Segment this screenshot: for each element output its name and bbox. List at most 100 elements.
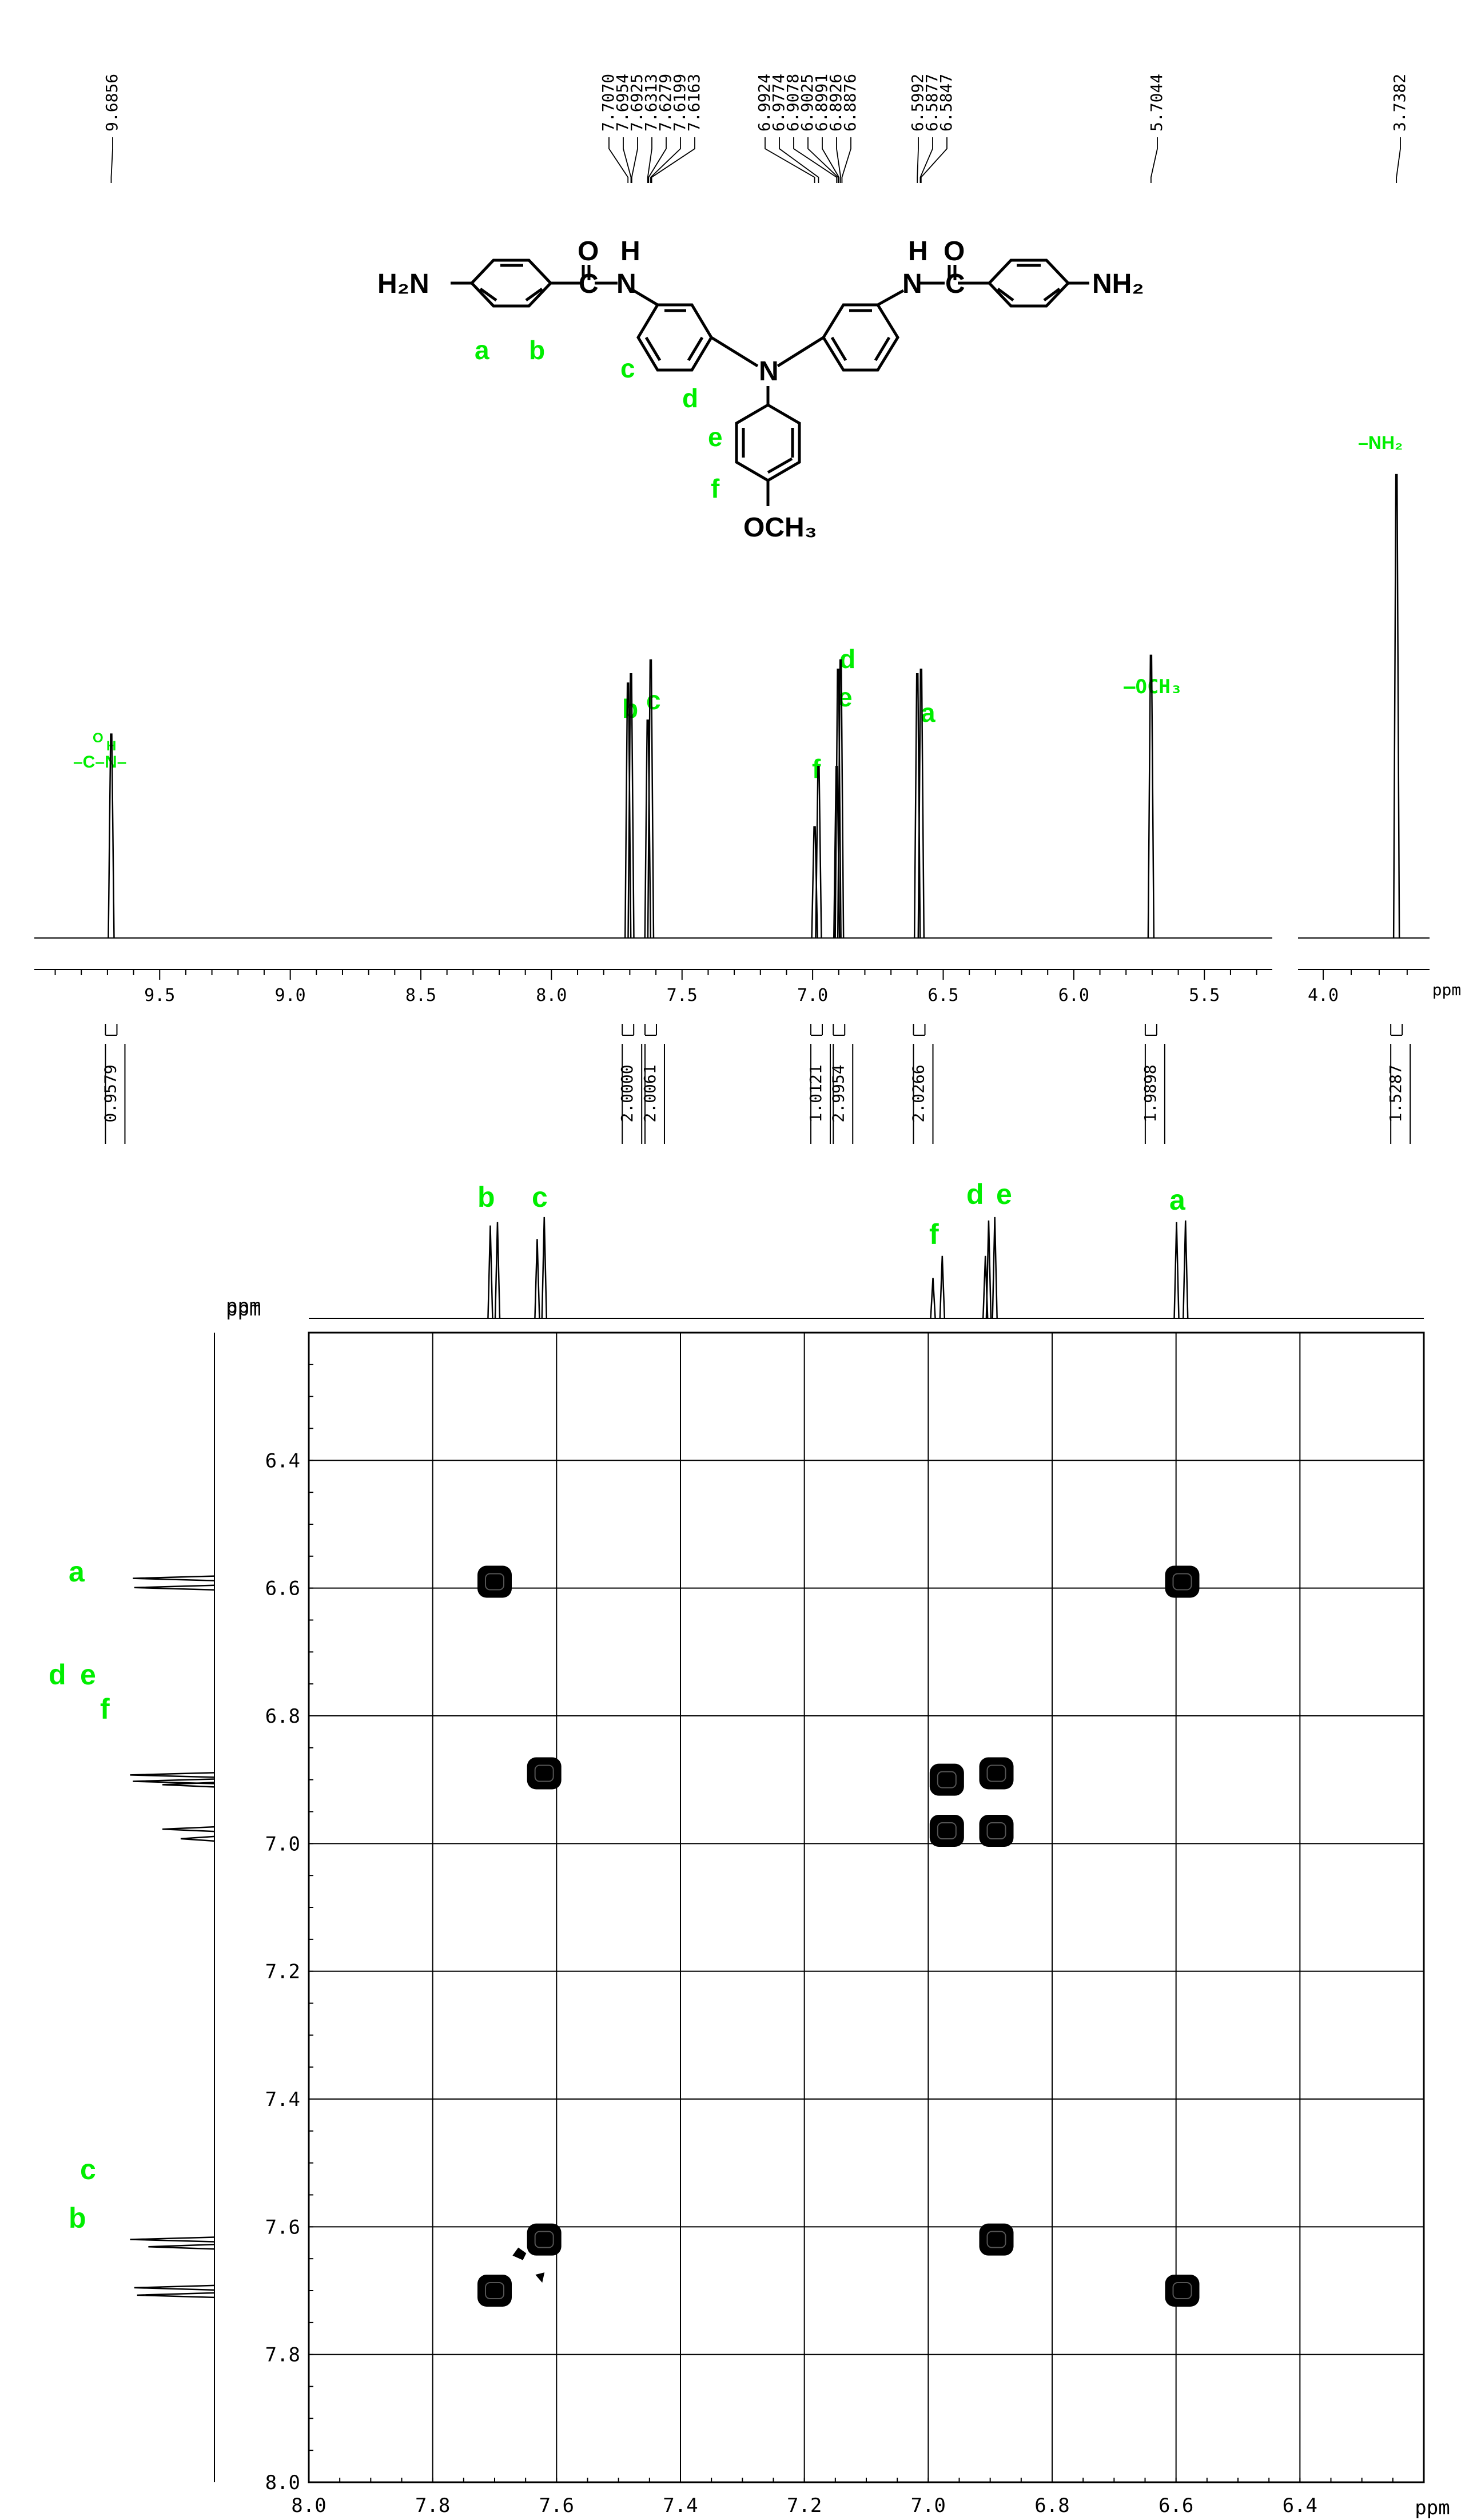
peak-annotation-d: d	[839, 644, 855, 674]
cosy-x-tick-label: 7.2	[787, 2494, 822, 2517]
amide-h-left: H	[620, 236, 640, 267]
cross-peak-10	[1165, 2275, 1200, 2307]
peak-shift-label: 6.9078	[783, 74, 802, 132]
axis-tick-label: 6.5	[927, 985, 958, 1005]
top-projection-label-e: e	[996, 1178, 1012, 1210]
cosy-frame	[308, 1331, 1425, 2483]
integral-value: 2.0000	[618, 1064, 636, 1122]
cross-peak-4	[979, 1757, 1014, 1790]
peak-label-leader	[779, 137, 819, 183]
integral-value: 0.9579	[101, 1064, 120, 1122]
cross-peak-7	[527, 2223, 562, 2256]
cross-peak-2	[527, 1757, 562, 1790]
peak-shift-label: 6.5877	[922, 74, 941, 132]
side-projection-label-c: c	[80, 2153, 96, 2185]
peak-shift-label: 6.8991	[812, 74, 831, 132]
axis-tick-label: 9.5	[144, 985, 175, 1005]
peak-label-leader	[608, 137, 629, 183]
left-amine-label: H₂N	[377, 269, 429, 299]
position-label-c: c	[620, 353, 635, 383]
spectrum-peak-6	[815, 766, 822, 939]
center-n-label: N	[759, 356, 779, 387]
axis-tick-label: 6.0	[1058, 985, 1089, 1005]
peak-annotation-c: c	[646, 685, 661, 715]
cross-peak-satellite	[512, 2247, 527, 2260]
top-projection-peak	[494, 1222, 501, 1319]
peak-label-leader	[623, 137, 632, 183]
side-projection-peak	[133, 1778, 215, 1784]
side-projection-peak	[130, 2236, 215, 2243]
axis-tick-label: 8.5	[405, 985, 436, 1005]
cross-peak-satellite	[535, 2272, 545, 2283]
peak-annotation-nh2: –NH₂	[1358, 432, 1403, 453]
axis-tick-label: 7.0	[797, 985, 828, 1005]
spectrum-annotations: O H –C–N– b c d e f a –OCH₃ –NH₂	[73, 432, 1403, 784]
side-projection-peak	[148, 2244, 215, 2250]
side-projection-peak	[180, 1835, 215, 1842]
side-projection-peak	[134, 1584, 215, 1591]
top-projection-peak	[939, 1255, 946, 1319]
axis-unit-label: ppm	[1432, 980, 1462, 999]
peak-annotation-a: a	[921, 698, 935, 728]
position-label-f: f	[711, 474, 720, 503]
cross-peak-contour	[1172, 2282, 1192, 2299]
position-label-e: e	[708, 422, 723, 452]
integral-value: 2.9954	[829, 1064, 847, 1122]
carbonyl-o-left: O	[578, 236, 599, 267]
cross-peak-0	[477, 1565, 512, 1598]
peak-label-leader	[651, 137, 695, 183]
top-projection-label-f: f	[929, 1218, 939, 1250]
peak-shift-label: 6.8926	[826, 74, 845, 132]
cosy-y-tick-label: 6.6	[265, 1577, 300, 1600]
cross-peak-contour	[534, 2231, 554, 2248]
peak-shift-label: 6.5992	[908, 74, 927, 132]
top-projection-peak	[534, 1239, 540, 1319]
top-projection-peak	[541, 1217, 548, 1319]
carbonyl-o-right: O	[943, 236, 965, 267]
cosy-x-tick-label: 6.4	[1283, 2494, 1317, 2517]
top-projection-peak	[1182, 1220, 1189, 1319]
integral-value: 1.0121	[806, 1064, 825, 1122]
amide-n-left: N	[616, 269, 636, 299]
cross-peak-3	[929, 1763, 964, 1796]
top-1h-spectrum	[34, 474, 1430, 939]
peak-shift-label: 7.6279	[656, 74, 675, 132]
peak-shift-label: 6.8876	[841, 74, 859, 132]
cosy-side-projection	[130, 1333, 215, 2482]
peak-shift-label: 9.6856	[102, 74, 121, 132]
cosy-x-tick-label: 7.4	[663, 2494, 698, 2517]
axis-tick-label: 9.0	[275, 985, 306, 1005]
peak-label-leader	[807, 137, 839, 183]
spectrum-peak-13	[1392, 474, 1400, 939]
cross-peak-contour	[1172, 1573, 1192, 1591]
peak-annotation-och3: –OCH₃	[1124, 675, 1182, 698]
integral-value: 1.9898	[1141, 1064, 1160, 1122]
methoxy-label: OCH₃	[743, 512, 817, 543]
cosy-y-tick-label: 7.4	[265, 2088, 300, 2111]
axis-tick-label: 5.5	[1189, 985, 1220, 1005]
cross-peak-contour	[986, 1822, 1006, 1839]
peak-shift-label: 7.6313	[642, 74, 660, 132]
cosy-y-tick-label: 7.8	[265, 2344, 300, 2367]
peak-shift-label: 6.9025	[798, 74, 817, 132]
cosy-x-tick-label: 6.8	[1034, 2494, 1069, 2517]
position-label-d: d	[682, 383, 698, 413]
peak-shift-label: 6.9924	[755, 74, 774, 132]
cosy-x-tick-label: 6.6	[1159, 2494, 1193, 2517]
top-projection-peak	[1173, 1222, 1180, 1319]
spectrum-peak-0	[108, 733, 115, 939]
spectrum-peak-4	[647, 659, 655, 939]
peak-shift-label: 6.5847	[937, 74, 956, 132]
peak-label-leader	[793, 137, 838, 183]
integral-value: 2.0061	[640, 1064, 659, 1122]
peak-label-leader	[631, 137, 638, 183]
cosy-x-tick-label: 7.6	[539, 2494, 574, 2517]
peak-label-leader	[841, 137, 851, 183]
cross-peak-9	[477, 2275, 512, 2307]
peak-label-leader	[648, 137, 667, 183]
cosy-x-tick-label: 8.0	[291, 2494, 326, 2517]
peak-shift-label: 7.7070	[599, 74, 618, 132]
peak-shift-label: 5.7044	[1147, 74, 1166, 132]
amide-n-right: N	[902, 269, 922, 299]
cosy-y-tick-label: 8.0	[265, 2471, 300, 2494]
